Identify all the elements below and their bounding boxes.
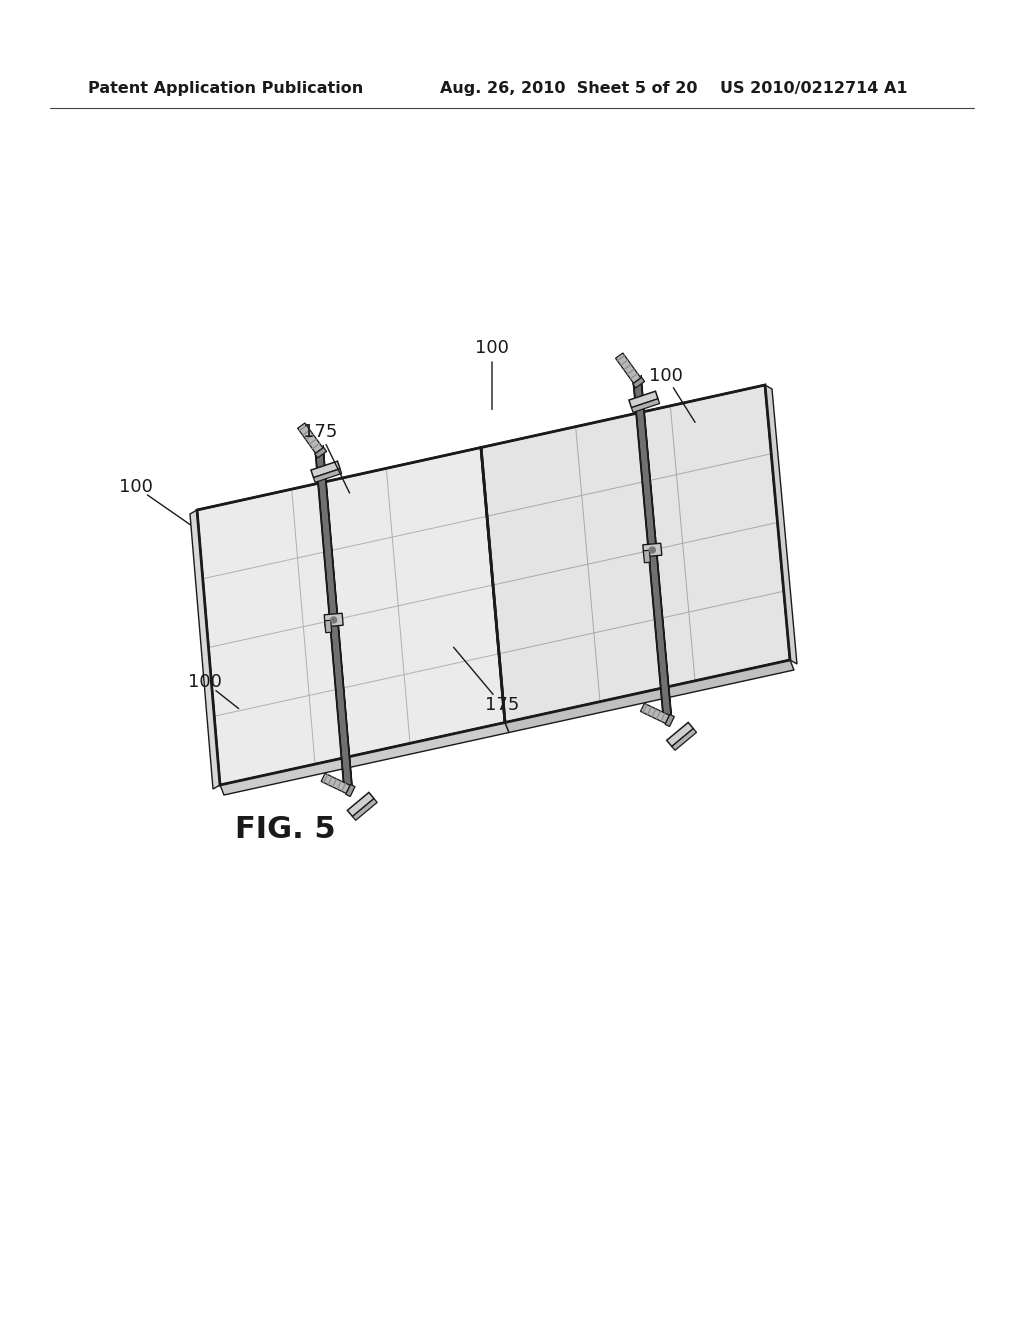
Text: 175: 175 xyxy=(484,696,519,714)
Polygon shape xyxy=(615,352,641,383)
Polygon shape xyxy=(325,620,332,632)
Polygon shape xyxy=(640,704,670,723)
Polygon shape xyxy=(220,722,509,795)
Text: Aug. 26, 2010  Sheet 5 of 20: Aug. 26, 2010 Sheet 5 of 20 xyxy=(440,81,697,95)
Polygon shape xyxy=(667,722,693,747)
Text: 175: 175 xyxy=(303,422,337,441)
Text: FIG. 5: FIG. 5 xyxy=(234,816,335,845)
Polygon shape xyxy=(322,774,350,793)
Polygon shape xyxy=(505,660,794,733)
Polygon shape xyxy=(347,792,374,817)
Polygon shape xyxy=(633,378,644,388)
Polygon shape xyxy=(641,375,672,719)
Polygon shape xyxy=(324,445,352,789)
Circle shape xyxy=(331,616,337,623)
Polygon shape xyxy=(311,461,340,478)
Polygon shape xyxy=(346,784,355,796)
Polygon shape xyxy=(352,799,377,820)
Polygon shape xyxy=(643,550,650,562)
Text: Patent Application Publication: Patent Application Publication xyxy=(88,81,364,95)
Text: 100: 100 xyxy=(119,478,153,496)
Text: 100: 100 xyxy=(649,367,683,385)
Text: US 2010/0212714 A1: US 2010/0212714 A1 xyxy=(720,81,907,95)
Polygon shape xyxy=(197,447,505,785)
Polygon shape xyxy=(313,469,342,482)
Text: 100: 100 xyxy=(475,339,509,356)
Polygon shape xyxy=(315,446,344,789)
Circle shape xyxy=(649,546,655,553)
Polygon shape xyxy=(325,614,343,627)
Polygon shape xyxy=(672,729,696,750)
Polygon shape xyxy=(315,450,352,789)
Polygon shape xyxy=(643,544,662,557)
Polygon shape xyxy=(765,385,797,664)
Polygon shape xyxy=(190,510,220,789)
Polygon shape xyxy=(633,380,672,719)
Polygon shape xyxy=(629,391,658,408)
Text: 100: 100 xyxy=(188,673,222,690)
Polygon shape xyxy=(632,399,659,412)
Polygon shape xyxy=(665,714,675,726)
Polygon shape xyxy=(298,422,323,453)
Polygon shape xyxy=(314,447,327,458)
Polygon shape xyxy=(481,385,790,722)
Polygon shape xyxy=(633,376,664,719)
